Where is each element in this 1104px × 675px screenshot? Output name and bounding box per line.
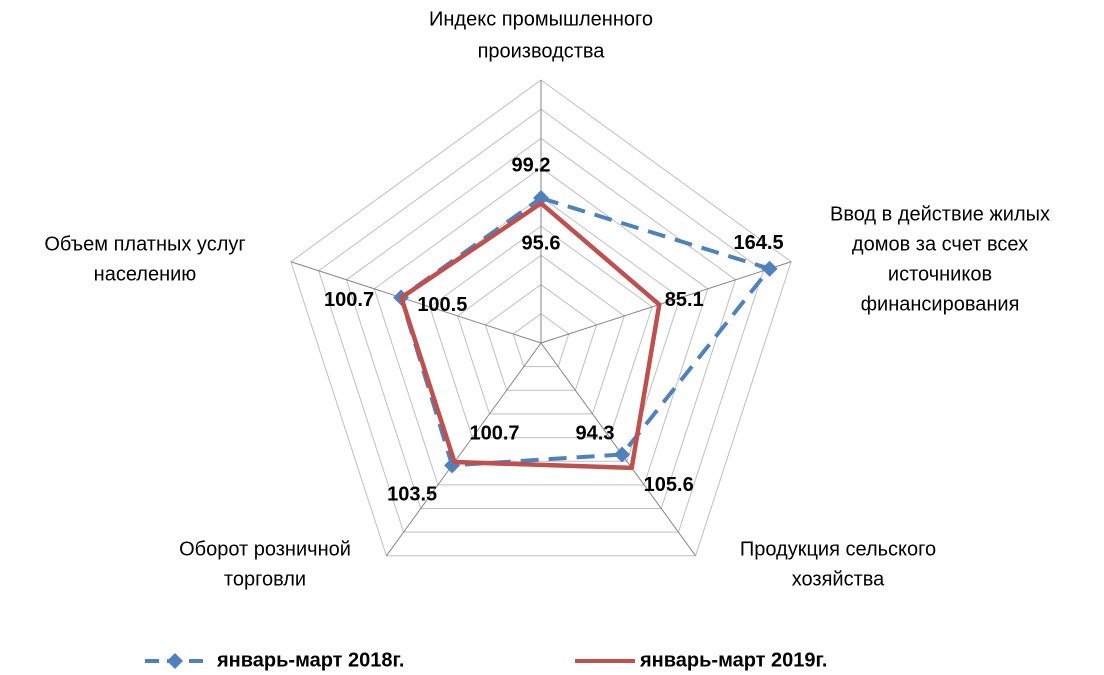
data-label: 100.5 [417,294,467,316]
marker [533,190,549,207]
grid-ring [429,225,653,439]
category-label: домов за счет всех [852,233,1028,255]
data-label: 94.3 [576,423,615,445]
data-label: 164.5 [734,232,784,254]
category-label: хозяйства [792,568,885,590]
category-label: населению [94,263,197,285]
data-label: 99.2 [512,154,551,176]
legend-marker [167,653,183,669]
axis-spoke [540,261,792,344]
grid-ring [484,283,598,391]
data-label: 103.5 [387,484,437,506]
data-label: 85.1 [665,289,704,311]
axis-spoke [290,261,542,344]
category-label: финансирования [861,293,1020,315]
legend-label: январь-март 2019г. [639,649,827,671]
marker [761,260,778,277]
category-label: производства [478,40,606,62]
category-label: источников [888,263,992,285]
grid-ring [373,167,709,486]
category-label: Оборот розничной [179,538,351,560]
legend-label: январь-март 2018г. [216,649,404,671]
category-label: Продукция сельского [740,538,936,560]
marker [613,446,630,463]
axis-spoke [540,342,696,557]
grid-ring [345,137,737,509]
grid-ring [290,79,792,557]
data-label: 100.7 [324,289,374,311]
data-label: 100.7 [469,422,519,444]
grid-ring [512,313,570,368]
data-label: 105.6 [644,474,694,496]
data-label: 95.6 [522,233,561,255]
series-line [399,201,662,471]
grid-ring [318,108,764,533]
category-label: Объем платных услуг [44,233,245,255]
category-label: Ввод в действие жилых [830,203,1050,225]
category-label: торговли [224,568,306,590]
category-label: Индекс промышленного [429,8,653,30]
axis-spoke [386,342,542,557]
grid-ring [457,254,625,415]
